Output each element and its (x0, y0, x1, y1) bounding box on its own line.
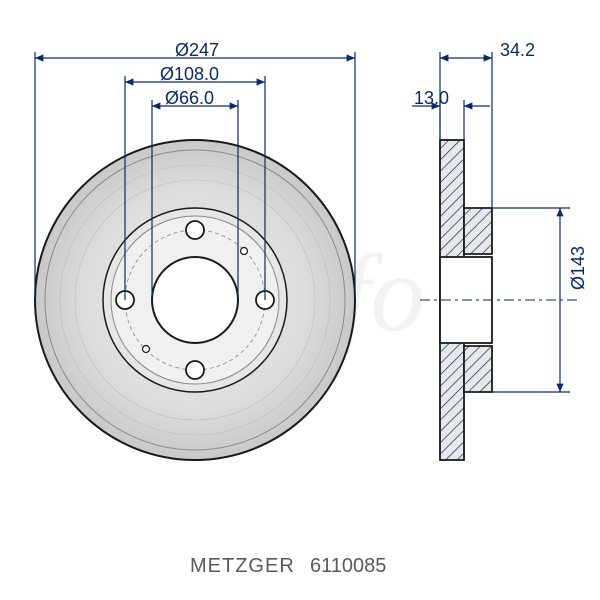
front-view (35, 140, 355, 460)
bolt-hole (186, 221, 204, 239)
dim-w34: 34.2 (500, 40, 535, 61)
dim-t13: 13.0 (414, 88, 449, 109)
dim-d247: Ø247 (175, 40, 219, 61)
dim-d66: Ø66.0 (165, 88, 214, 109)
brand-label: METZGER (190, 555, 295, 578)
side-view (420, 140, 580, 460)
dim-d143: Ø143 (568, 246, 589, 290)
bolt-hole (186, 361, 204, 379)
technical-drawing: andfo (0, 0, 600, 600)
drawing-svg (0, 0, 600, 600)
part-number: 6110085 (310, 555, 386, 578)
dim-d108: Ø108.0 (160, 64, 219, 85)
